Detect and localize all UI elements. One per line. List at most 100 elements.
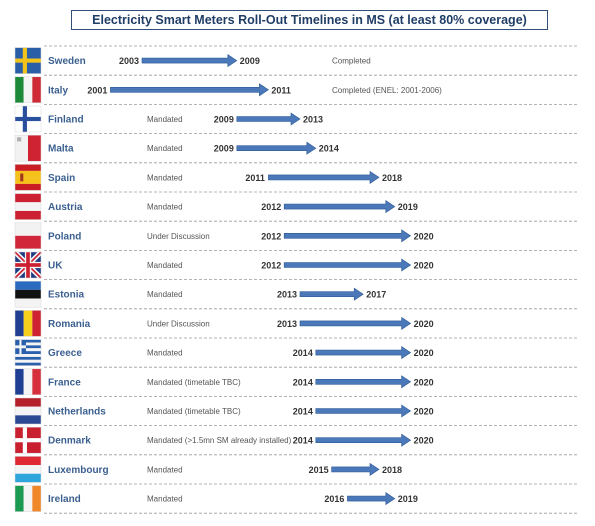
country-label: Luxembourg xyxy=(48,465,109,476)
rollout-arrow xyxy=(283,229,412,243)
end-year-label: 2020 xyxy=(414,436,434,446)
flag-icon xyxy=(14,426,42,454)
timeline-row: UK Mandated 2012 2020 xyxy=(13,250,578,281)
rollout-arrow xyxy=(347,492,396,506)
end-year-label: 2020 xyxy=(414,377,434,387)
timeline-row: Finland Mandated 2009 2013 xyxy=(14,105,578,135)
flag-icon xyxy=(14,280,42,308)
end-year-label: 2018 xyxy=(382,173,402,183)
flag-icon xyxy=(14,47,42,74)
status-label: Mandated xyxy=(147,290,183,299)
end-year-label: 2020 xyxy=(414,348,434,358)
timeline-row: Netherlands Mandated (timetable TBC) 2014 2… xyxy=(14,397,578,427)
end-year-label: 2018 xyxy=(382,465,402,475)
rollout-arrow xyxy=(299,316,412,330)
rollout-arrow xyxy=(141,54,238,68)
flag-icon xyxy=(14,310,42,337)
timeline-row: Estonia Mandated 2013 2017 xyxy=(14,280,578,310)
rollout-arrow xyxy=(236,112,301,126)
timeline-row: Greece Mandated 2014 2020 xyxy=(14,339,578,368)
country-label: France xyxy=(48,377,81,388)
start-year-label: 2001 xyxy=(87,85,107,95)
status-label: Completed (ENEL: 2001-2006) xyxy=(332,86,442,95)
rollout-arrow xyxy=(236,141,317,155)
flag-icon xyxy=(14,485,42,512)
end-year-label: 2020 xyxy=(414,261,434,271)
country-label: Poland xyxy=(48,231,81,242)
rollout-arrow xyxy=(110,83,269,97)
country-label: Malta xyxy=(48,144,74,155)
flag-icon xyxy=(13,250,43,280)
country-label: Italy xyxy=(48,85,68,96)
end-year-label: 2014 xyxy=(319,144,339,154)
status-label: Completed xyxy=(332,57,371,66)
rollout-arrow xyxy=(315,433,412,447)
flag-icon xyxy=(14,134,42,162)
timeline-row: Romania Under Discussion 2013 2020 xyxy=(14,310,578,339)
timeline-row: France Mandated (timetable TBC) 2014 2020 xyxy=(14,368,578,397)
country-label: Ireland xyxy=(48,494,81,505)
status-label: Under Discussion xyxy=(147,319,210,328)
start-year-label: 2015 xyxy=(309,465,329,475)
rollout-arrow xyxy=(268,170,380,184)
flag-icon xyxy=(14,456,42,483)
rollout-arrow xyxy=(315,375,412,389)
status-label: Mandated xyxy=(147,495,183,504)
start-year-label: 2013 xyxy=(277,290,297,300)
start-year-label: 2009 xyxy=(214,115,234,125)
start-year-label: 2009 xyxy=(214,144,234,154)
status-label: Mandated xyxy=(147,465,183,474)
flag-icon xyxy=(14,397,42,425)
rollout-arrow xyxy=(331,462,380,476)
timeline-row: Italy Completed (ENEL: 2001-2006) 2001 2011 xyxy=(14,76,578,105)
flag-icon xyxy=(14,105,42,133)
start-year-label: 2014 xyxy=(293,377,313,387)
end-year-label: 2011 xyxy=(271,85,291,95)
start-year-label: 2014 xyxy=(293,348,313,358)
status-label: Mandated (timetable TBC) xyxy=(147,407,241,416)
start-year-label: 2016 xyxy=(324,494,344,504)
country-label: UK xyxy=(48,261,63,272)
start-year-label: 2013 xyxy=(277,319,297,329)
end-year-label: 2019 xyxy=(398,494,418,504)
rollout-arrow xyxy=(315,346,412,360)
status-label: Mandated xyxy=(147,349,183,358)
rollout-arrow xyxy=(299,287,364,301)
country-label: Greece xyxy=(48,348,82,359)
flag-icon xyxy=(14,76,42,104)
start-year-label: 2012 xyxy=(261,261,281,271)
start-year-label: 2003 xyxy=(119,56,139,66)
start-year-label: 2012 xyxy=(261,231,281,241)
country-label: Sweden xyxy=(48,56,86,67)
start-year-label: 2014 xyxy=(293,407,313,417)
end-year-label: 2009 xyxy=(240,56,260,66)
country-label: Spain xyxy=(48,173,75,184)
start-year-label: 2014 xyxy=(293,436,313,446)
status-label: Mandated xyxy=(147,173,183,182)
flag-icon xyxy=(14,164,42,191)
end-year-label: 2017 xyxy=(366,290,386,300)
country-label: Estonia xyxy=(48,290,85,301)
status-label: Under Discussion xyxy=(147,232,210,241)
status-label: Mandated xyxy=(147,203,183,212)
timeline-row: Ireland Mandated 2016 2019 xyxy=(14,485,578,514)
timeline-row: Spain Mandated 2011 2018 xyxy=(14,164,578,193)
flag-icon xyxy=(14,339,42,366)
status-label: Mandated (timetable TBC) xyxy=(147,378,241,387)
end-year-label: 2013 xyxy=(303,115,323,125)
flag-icon xyxy=(14,368,42,396)
rollout-arrow xyxy=(315,404,412,418)
flag-icon xyxy=(14,222,42,250)
country-label: Netherlands xyxy=(48,407,106,418)
timeline-row: Luxembourg Mandated 2015 2018 xyxy=(14,456,578,485)
rollout-arrow xyxy=(283,200,396,214)
country-label: Romania xyxy=(48,319,91,330)
chart-title: Electricity Smart Meters Roll-Out Timeli… xyxy=(71,10,548,30)
status-label: Mandated xyxy=(147,144,183,153)
end-year-label: 2020 xyxy=(414,319,434,329)
start-year-label: 2012 xyxy=(261,202,281,212)
status-label: Mandated (>1.5mn SM already installed) xyxy=(147,436,292,445)
status-label: Mandated xyxy=(147,261,183,270)
rollout-arrow xyxy=(283,258,412,272)
